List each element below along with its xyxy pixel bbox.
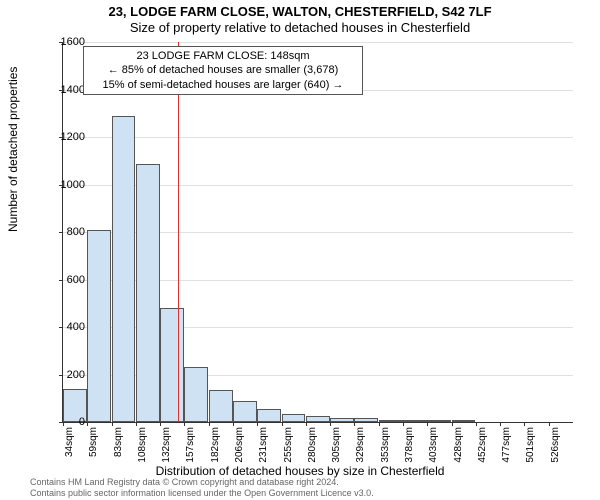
x-tick-mark bbox=[112, 422, 113, 426]
info-box: 23 LODGE FARM CLOSE: 148sqm← 85% of deta… bbox=[83, 46, 363, 95]
y-tick-label: 800 bbox=[45, 226, 85, 238]
x-tick-label: 353sqm bbox=[380, 427, 391, 477]
x-tick-mark bbox=[160, 422, 161, 426]
info-line-3: 15% of semi-detached houses are larger (… bbox=[90, 78, 356, 92]
x-tick-mark bbox=[209, 422, 210, 426]
x-tick-label: 501sqm bbox=[525, 427, 536, 477]
x-tick-mark bbox=[379, 422, 380, 426]
footer-line-1: Contains HM Land Registry data © Crown c… bbox=[30, 477, 374, 487]
x-tick-label: 255sqm bbox=[283, 427, 294, 477]
x-tick-label: 206sqm bbox=[234, 427, 245, 477]
x-tick-mark bbox=[524, 422, 525, 426]
x-tick-label: 526sqm bbox=[550, 427, 561, 477]
histogram-bar bbox=[403, 420, 427, 422]
histogram-bar bbox=[330, 418, 354, 422]
histogram-chart: 23 LODGE FARM CLOSE: 148sqm← 85% of deta… bbox=[62, 42, 573, 423]
histogram-bar bbox=[209, 390, 233, 422]
x-tick-mark bbox=[549, 422, 550, 426]
x-tick-mark bbox=[257, 422, 258, 426]
x-tick-mark bbox=[427, 422, 428, 426]
x-tick-label: 83sqm bbox=[113, 427, 124, 477]
histogram-bar bbox=[427, 420, 451, 422]
x-tick-label: 452sqm bbox=[477, 427, 488, 477]
y-axis-label: Number of detached properties bbox=[6, 67, 20, 232]
y-tick-label: 1400 bbox=[45, 84, 85, 96]
x-tick-mark bbox=[136, 422, 137, 426]
x-tick-label: 108sqm bbox=[137, 427, 148, 477]
x-tick-label: 329sqm bbox=[355, 427, 366, 477]
x-tick-label: 428sqm bbox=[453, 427, 464, 477]
x-tick-label: 280sqm bbox=[307, 427, 318, 477]
histogram-bar bbox=[282, 414, 306, 422]
histogram-bar bbox=[452, 420, 476, 422]
histogram-bar bbox=[306, 416, 330, 422]
info-line-1: 23 LODGE FARM CLOSE: 148sqm bbox=[90, 49, 356, 63]
x-tick-label: 132sqm bbox=[161, 427, 172, 477]
y-tick-label: 600 bbox=[45, 274, 85, 286]
x-tick-label: 231sqm bbox=[258, 427, 269, 477]
x-tick-mark bbox=[403, 422, 404, 426]
x-tick-label: 34sqm bbox=[64, 427, 75, 477]
y-tick-label: 1200 bbox=[45, 131, 85, 143]
x-tick-mark bbox=[476, 422, 477, 426]
x-tick-mark bbox=[87, 422, 88, 426]
page-title: 23, LODGE FARM CLOSE, WALTON, CHESTERFIE… bbox=[0, 4, 600, 20]
x-tick-mark bbox=[233, 422, 234, 426]
histogram-bar bbox=[87, 230, 111, 422]
histogram-bar bbox=[136, 164, 160, 422]
histogram-bar bbox=[233, 401, 257, 422]
histogram-bar bbox=[354, 418, 378, 422]
histogram-bar bbox=[184, 367, 208, 422]
histogram-bar bbox=[379, 420, 403, 422]
footer-attribution: Contains HM Land Registry data © Crown c… bbox=[30, 477, 374, 498]
x-tick-mark bbox=[330, 422, 331, 426]
x-tick-mark bbox=[282, 422, 283, 426]
y-tick-label: 1600 bbox=[45, 36, 85, 48]
x-tick-mark bbox=[306, 422, 307, 426]
grid-line bbox=[63, 137, 573, 138]
x-tick-label: 182sqm bbox=[210, 427, 221, 477]
x-tick-mark bbox=[452, 422, 453, 426]
footer-line-2: Contains public sector information licen… bbox=[30, 488, 374, 498]
x-tick-mark bbox=[354, 422, 355, 426]
histogram-bar bbox=[257, 409, 281, 422]
marker-line bbox=[178, 42, 179, 422]
x-tick-label: 157sqm bbox=[185, 427, 196, 477]
y-tick-label: 400 bbox=[45, 321, 85, 333]
x-tick-label: 59sqm bbox=[88, 427, 99, 477]
x-tick-mark bbox=[184, 422, 185, 426]
x-tick-mark bbox=[500, 422, 501, 426]
page-subtitle: Size of property relative to detached ho… bbox=[0, 20, 600, 36]
y-tick-label: 1000 bbox=[45, 179, 85, 191]
y-tick-label: 200 bbox=[45, 369, 85, 381]
grid-line bbox=[63, 42, 573, 43]
info-line-2: ← 85% of detached houses are smaller (3,… bbox=[90, 63, 356, 77]
x-tick-label: 403sqm bbox=[428, 427, 439, 477]
x-tick-label: 378sqm bbox=[404, 427, 415, 477]
x-tick-label: 477sqm bbox=[501, 427, 512, 477]
histogram-bar bbox=[160, 308, 184, 422]
histogram-bar bbox=[112, 116, 136, 422]
x-tick-label: 305sqm bbox=[331, 427, 342, 477]
